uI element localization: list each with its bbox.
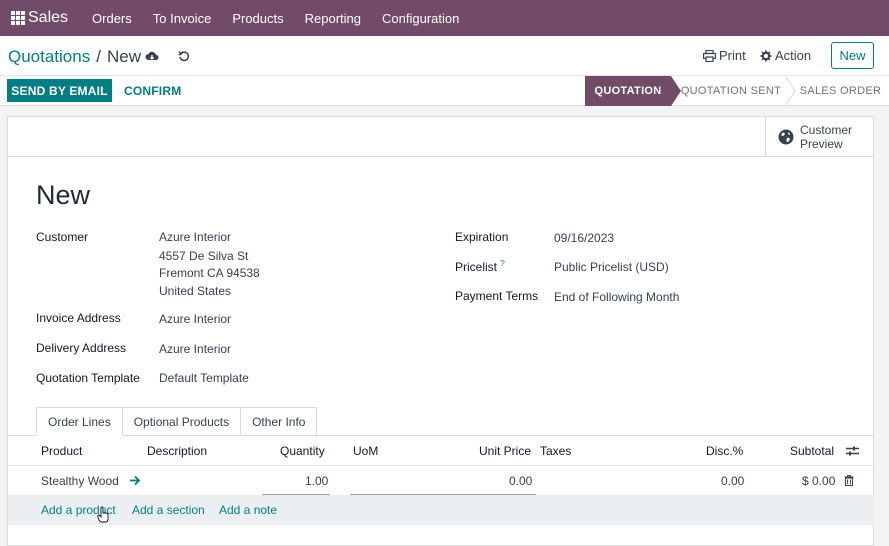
quantity-input-underline	[262, 494, 330, 495]
menu-configuration[interactable]: Configuration	[382, 10, 460, 26]
menu-to-invoice[interactable]: To Invoice	[152, 10, 212, 26]
customer-street: 4557 De Silva St	[159, 249, 249, 263]
expiration-field[interactable]: 09/16/2023	[554, 231, 615, 245]
column-description[interactable]: Description	[147, 444, 208, 458]
row-unit-price[interactable]: 0.00	[509, 474, 533, 488]
menu-orders[interactable]: Orders	[92, 10, 132, 26]
quotation-template-field[interactable]: Default Template	[159, 371, 249, 385]
row-discount[interactable]: 0.00	[721, 474, 745, 488]
form-sheet	[7, 116, 874, 546]
printer-icon	[703, 49, 716, 62]
top-navbar: Sales Orders To Invoice Products Reporti…	[0, 0, 889, 36]
tab-optional-products[interactable]: Optional Products	[122, 407, 242, 436]
button-box	[7, 116, 874, 157]
expiration-label: Expiration	[455, 230, 509, 244]
customer-field[interactable]: Azure Interior	[159, 230, 232, 244]
row-quantity[interactable]: 1.00	[305, 474, 329, 488]
column-taxes[interactable]: Taxes	[540, 444, 572, 458]
print-label: Print	[719, 48, 746, 63]
stage-quotation-sent[interactable]: QUOTATION SENT	[680, 85, 782, 97]
payment-terms-field[interactable]: End of Following Month	[554, 290, 680, 304]
help-tooltip-icon[interactable]: ?	[500, 259, 505, 268]
tabs-divider	[8, 435, 874, 436]
pricelist-label-text: Pricelist	[455, 260, 498, 274]
new-button[interactable]: New	[831, 42, 874, 69]
add-note-link[interactable]: Add a note	[219, 503, 278, 517]
add-line-row	[8, 495, 874, 525]
record-title: New	[36, 180, 91, 210]
breadcrumb: Quotations / New	[8, 47, 141, 67]
stage-arrow	[785, 76, 796, 106]
globe-icon	[778, 129, 794, 145]
delivery-address-label: Delivery Address	[36, 341, 127, 355]
column-unit-price[interactable]: Unit Price	[479, 444, 532, 458]
customer-preview-line1: Customer	[800, 123, 853, 137]
column-subtotal[interactable]: Subtotal	[790, 444, 835, 458]
statusbar	[0, 76, 889, 106]
optional-columns-icon[interactable]	[846, 445, 859, 457]
save-cloud-icon[interactable]	[145, 49, 159, 63]
customer-preview-line2: Preview	[800, 137, 843, 151]
add-section-link[interactable]: Add a section	[132, 503, 205, 517]
customer-preview-button[interactable]: Customer Preview	[765, 117, 873, 157]
pricelist-label: Pricelist ?	[455, 259, 505, 274]
table-header-divider	[8, 465, 874, 466]
row-product[interactable]: Stealthy Wood	[41, 474, 119, 488]
column-quantity[interactable]: Quantity	[280, 444, 325, 458]
app-name[interactable]: Sales	[28, 9, 69, 26]
column-uom[interactable]: UoM	[353, 444, 379, 458]
menu-reporting[interactable]: Reporting	[304, 10, 361, 26]
tab-order-lines[interactable]: Order Lines	[36, 407, 123, 436]
print-button[interactable]: Print	[703, 48, 746, 63]
action-label: Action	[775, 48, 812, 63]
stage-quotation[interactable]: QUOTATION	[585, 76, 671, 106]
send-by-email-button[interactable]: SEND BY EMAIL	[7, 79, 112, 102]
apps-menu-icon[interactable]	[0, 0, 36, 36]
breadcrumb-separator: /	[96, 47, 101, 66]
price-input-underline	[350, 494, 536, 495]
breadcrumb-quotations[interactable]: Quotations	[8, 47, 91, 66]
customer-label: Customer	[36, 230, 89, 244]
row-subtotal: $ 0.00	[802, 474, 836, 488]
breadcrumb-current: New	[106, 47, 141, 66]
gear-icon	[760, 50, 772, 61]
hand-cursor-icon	[97, 506, 109, 523]
customer-city: Fremont CA 94538	[159, 266, 260, 280]
invoice-address-field[interactable]: Azure Interior	[159, 312, 232, 326]
discard-undo-icon[interactable]	[177, 49, 191, 63]
add-product-link[interactable]: Add a product	[41, 503, 116, 517]
trash-icon[interactable]	[844, 475, 854, 486]
quotation-template-label: Quotation Template	[36, 371, 140, 385]
invoice-address-label: Invoice Address	[36, 311, 121, 325]
action-button[interactable]: Action	[760, 48, 811, 63]
column-discount[interactable]: Disc.%	[706, 444, 744, 458]
column-product[interactable]: Product	[41, 444, 83, 458]
stage-arrow-active	[671, 76, 681, 106]
menu-products[interactable]: Products	[232, 10, 284, 26]
payment-terms-label: Payment Terms	[455, 289, 539, 303]
delivery-address-field[interactable]: Azure Interior	[159, 342, 232, 356]
stage-sales-order[interactable]: SALES ORDER	[799, 85, 882, 97]
internal-link-arrow-icon[interactable]	[129, 475, 141, 486]
pricelist-field[interactable]: Public Pricelist (USD)	[554, 260, 669, 274]
notebook-tabs: Order Lines Optional Products Other Info	[36, 407, 318, 436]
customer-country: United States	[159, 284, 232, 298]
confirm-button[interactable]: CONFIRM	[124, 84, 182, 98]
tab-other-info[interactable]: Other Info	[241, 407, 318, 436]
